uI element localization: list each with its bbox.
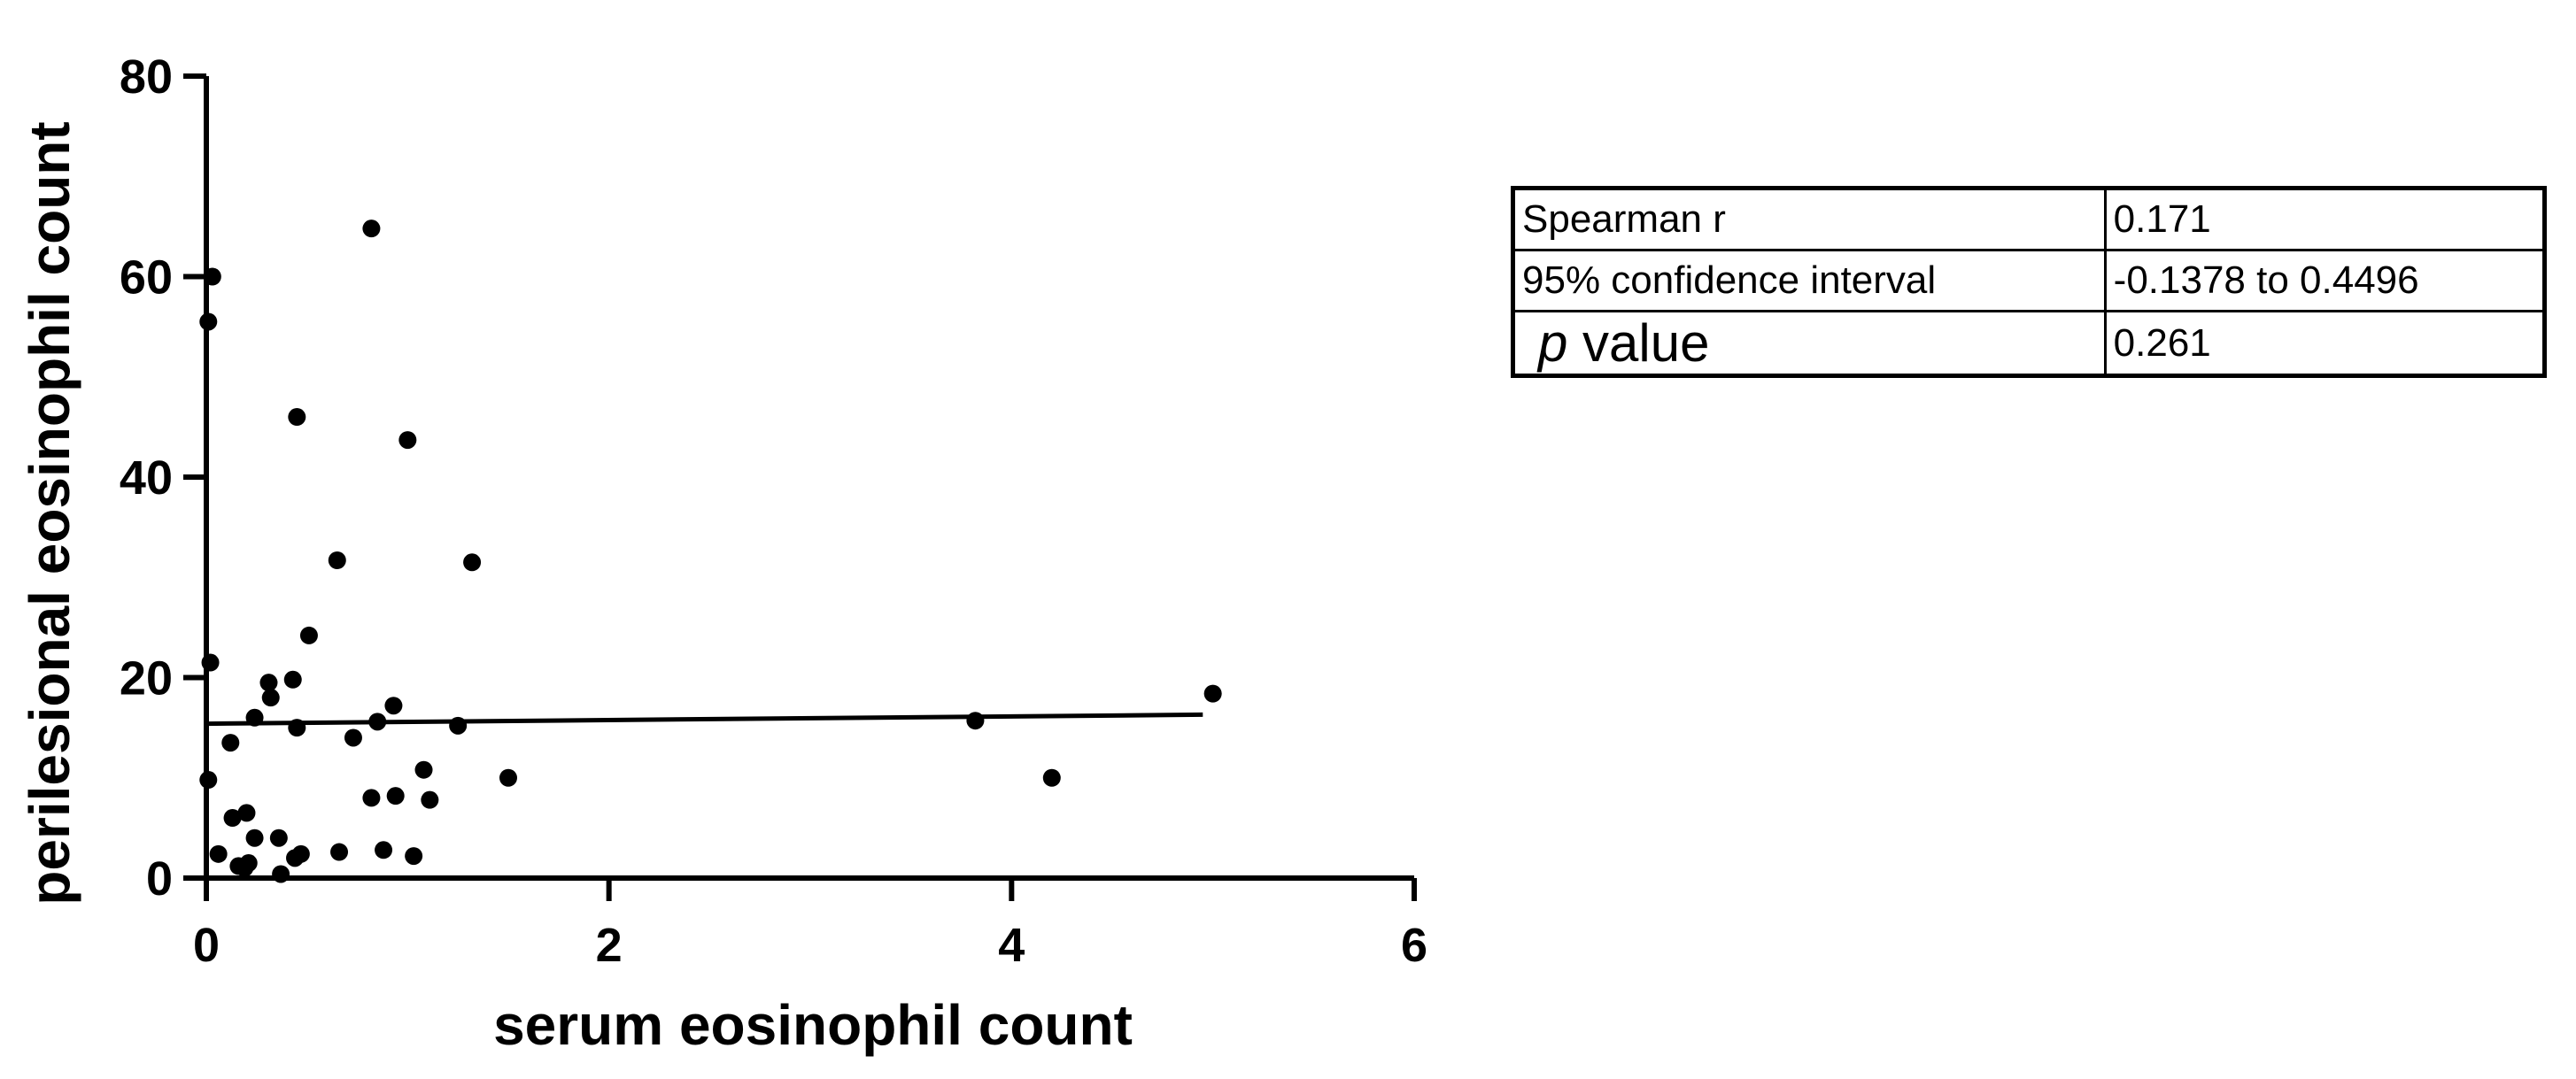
data-point — [362, 789, 381, 807]
data-point — [209, 844, 228, 863]
data-point — [344, 728, 362, 747]
x-tick-label: 6 — [1401, 919, 1427, 972]
data-point — [261, 689, 280, 707]
data-point — [199, 312, 218, 331]
data-point — [386, 787, 405, 805]
data-point — [237, 804, 256, 822]
y-axis-ticks: 0 20 40 60 80 — [120, 50, 206, 906]
y-axis-title: perilesional eosinophil count — [18, 121, 81, 905]
data-point — [291, 844, 310, 863]
data-point — [375, 841, 393, 859]
data-point — [414, 760, 433, 779]
trend-line-group — [205, 712, 1203, 727]
stat-value: 0.171 — [2103, 187, 2547, 251]
x-tick-label: 2 — [596, 919, 623, 972]
data-point — [201, 653, 220, 672]
data-point — [405, 847, 423, 866]
stat-label: 95% confidence interval — [1512, 249, 2107, 312]
x-tick-label: 4 — [998, 919, 1025, 972]
data-points — [199, 220, 1222, 883]
data-point — [1203, 684, 1222, 703]
statistics-table: Spearman r 0.171 95% confidence interval… — [1511, 186, 2547, 378]
data-point — [384, 697, 403, 715]
data-point — [223, 809, 242, 828]
trend-line — [205, 712, 1203, 727]
data-point — [203, 267, 221, 286]
table-row: 95% confidence interval -0.1378 to 0.449… — [1512, 249, 2547, 312]
p-value-label-text: value — [1567, 313, 1710, 373]
data-point — [362, 220, 381, 238]
y-tick-label: 20 — [120, 652, 173, 705]
x-axis-ticks: 0 2 4 6 — [193, 878, 1427, 972]
stat-label: Spearman r — [1512, 187, 2107, 251]
data-point — [398, 431, 417, 450]
axes — [204, 76, 1414, 881]
data-point — [288, 408, 306, 427]
x-tick-label: 0 — [193, 919, 220, 972]
data-point — [239, 854, 258, 873]
stat-value: 0.261 — [2103, 310, 2547, 377]
data-point — [330, 843, 349, 861]
y-tick-label: 0 — [146, 852, 173, 906]
data-point — [272, 865, 290, 883]
stat-value: -0.1378 to 0.4496 — [2103, 249, 2547, 312]
data-point — [269, 829, 288, 847]
data-point — [421, 790, 439, 809]
y-tick-label: 40 — [120, 451, 173, 505]
data-point — [299, 626, 318, 644]
data-point — [463, 553, 482, 572]
table-row: Spearman r 0.171 — [1512, 187, 2547, 251]
y-tick-label: 60 — [120, 251, 173, 304]
data-point — [499, 768, 517, 787]
data-point — [283, 670, 302, 689]
data-point — [328, 551, 346, 569]
y-tick-label: 80 — [120, 50, 173, 104]
data-point — [221, 734, 240, 752]
data-point — [245, 829, 264, 847]
stat-label: p value — [1512, 310, 2107, 377]
p-symbol: p — [1538, 313, 1568, 373]
x-axis-title: serum eosinophil count — [493, 993, 1133, 1057]
data-point — [199, 771, 218, 790]
data-point — [1042, 768, 1061, 787]
table-row: p value 0.261 — [1512, 310, 2547, 377]
data-point — [259, 674, 278, 692]
